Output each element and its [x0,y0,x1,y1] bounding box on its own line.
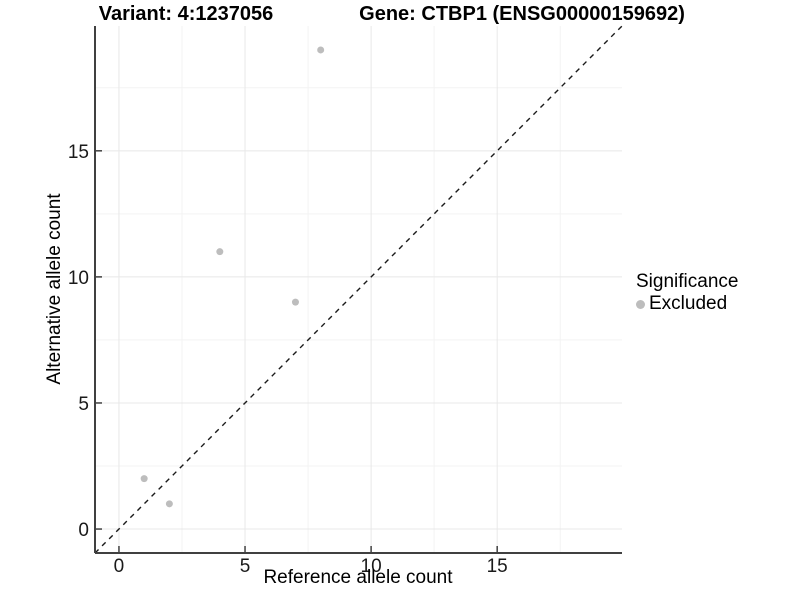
y-tick-label: 15 [68,142,89,163]
y-tick-label: 0 [78,520,89,541]
data-point [165,500,173,508]
data-point [317,46,325,54]
legend-item-label: Excluded [649,293,728,314]
x-tick-label: 0 [114,556,125,577]
x-tick-label: 10 [361,556,382,577]
identity-line [94,25,623,554]
data-point [140,475,148,483]
data-point [216,248,224,256]
y-tick-label: 5 [78,394,89,415]
plot-title-variant: Variant: 4:1237056 [98,3,274,25]
legend-item-excluded: Excluded [636,293,738,315]
data-point [291,298,299,306]
legend-title: Significance [636,271,739,292]
y-axis-title: Alternative allele count [44,193,65,385]
x-axis-title: Reference allele count [263,567,453,588]
legend: Significance Excluded [636,271,738,315]
plot-title-gene: Gene: CTBP1 (ENSG00000159692) [359,3,685,25]
x-tick-label: 5 [240,556,251,577]
x-tick-label: 15 [487,556,508,577]
y-tick-label: 10 [68,268,89,289]
legend-point-icon [636,299,645,309]
